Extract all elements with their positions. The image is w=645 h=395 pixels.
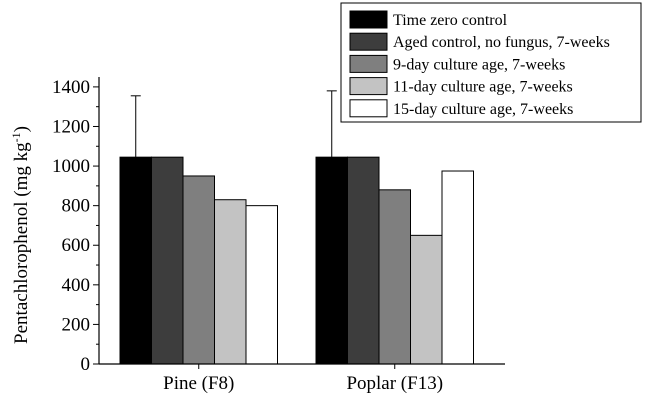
bar-2-poplar — [347, 156, 380, 365]
y-tick-label-1400: 1400 — [52, 77, 90, 98]
bar-5-pine — [245, 205, 278, 365]
y-tick-label-400: 400 — [62, 275, 91, 296]
legend: Time zero control Aged control, no fungus… — [340, 2, 642, 123]
legend-swatch-1 — [349, 10, 388, 29]
y-axis-label: Pentachlorophenol (mg kg-1) — [9, 126, 32, 344]
y-tick-label-0: 0 — [81, 354, 91, 375]
y-tick-label-1200: 1200 — [52, 116, 90, 137]
bar-5-poplar — [441, 170, 474, 365]
x-tick-label-poplar: Poplar (F13) — [346, 373, 443, 394]
legend-swatch-2 — [349, 32, 388, 51]
legend-label-4: 11-day culture age, 7-weeks — [393, 79, 573, 96]
bar-2-pine — [151, 156, 184, 365]
legend-label-2: Aged control, no fungus, 7-weeks — [393, 34, 610, 51]
y-axis-label-superscript: -1 — [9, 132, 23, 142]
axes-group: 0 200 400 600 800 1000 1200 1400 Pine (F8) Poplar… — [52, 77, 505, 394]
legend-label-3: 9-day culture age, 7-weeks — [393, 56, 565, 73]
bar-4-poplar — [410, 234, 443, 365]
bar-4-pine — [214, 199, 247, 365]
bar-3-poplar — [378, 189, 411, 365]
bar-3-pine — [182, 175, 215, 365]
bar-1-poplar — [315, 156, 348, 365]
y-axis-label-main: Pentachlorophenol (mg kg — [11, 142, 32, 344]
legend-swatch-3 — [349, 54, 388, 73]
y-tick-label-800: 800 — [62, 196, 91, 217]
legend-label-5: 15-day culture age, 7-weeks — [393, 101, 573, 118]
legend-swatch-4 — [349, 77, 388, 96]
bar-1-pine — [119, 156, 152, 365]
x-tick-label-pine: Pine (F8) — [163, 373, 234, 394]
legend-swatch-5 — [349, 99, 388, 118]
y-tick-label-1000: 1000 — [52, 156, 90, 177]
y-tick-label-600: 600 — [62, 235, 91, 256]
y-axis-label-close: ) — [11, 126, 32, 132]
legend-box — [340, 2, 642, 123]
legend-label-1: Time zero control — [393, 12, 508, 29]
y-tick-label-200: 200 — [62, 314, 91, 335]
bars-group — [119, 90, 474, 365]
